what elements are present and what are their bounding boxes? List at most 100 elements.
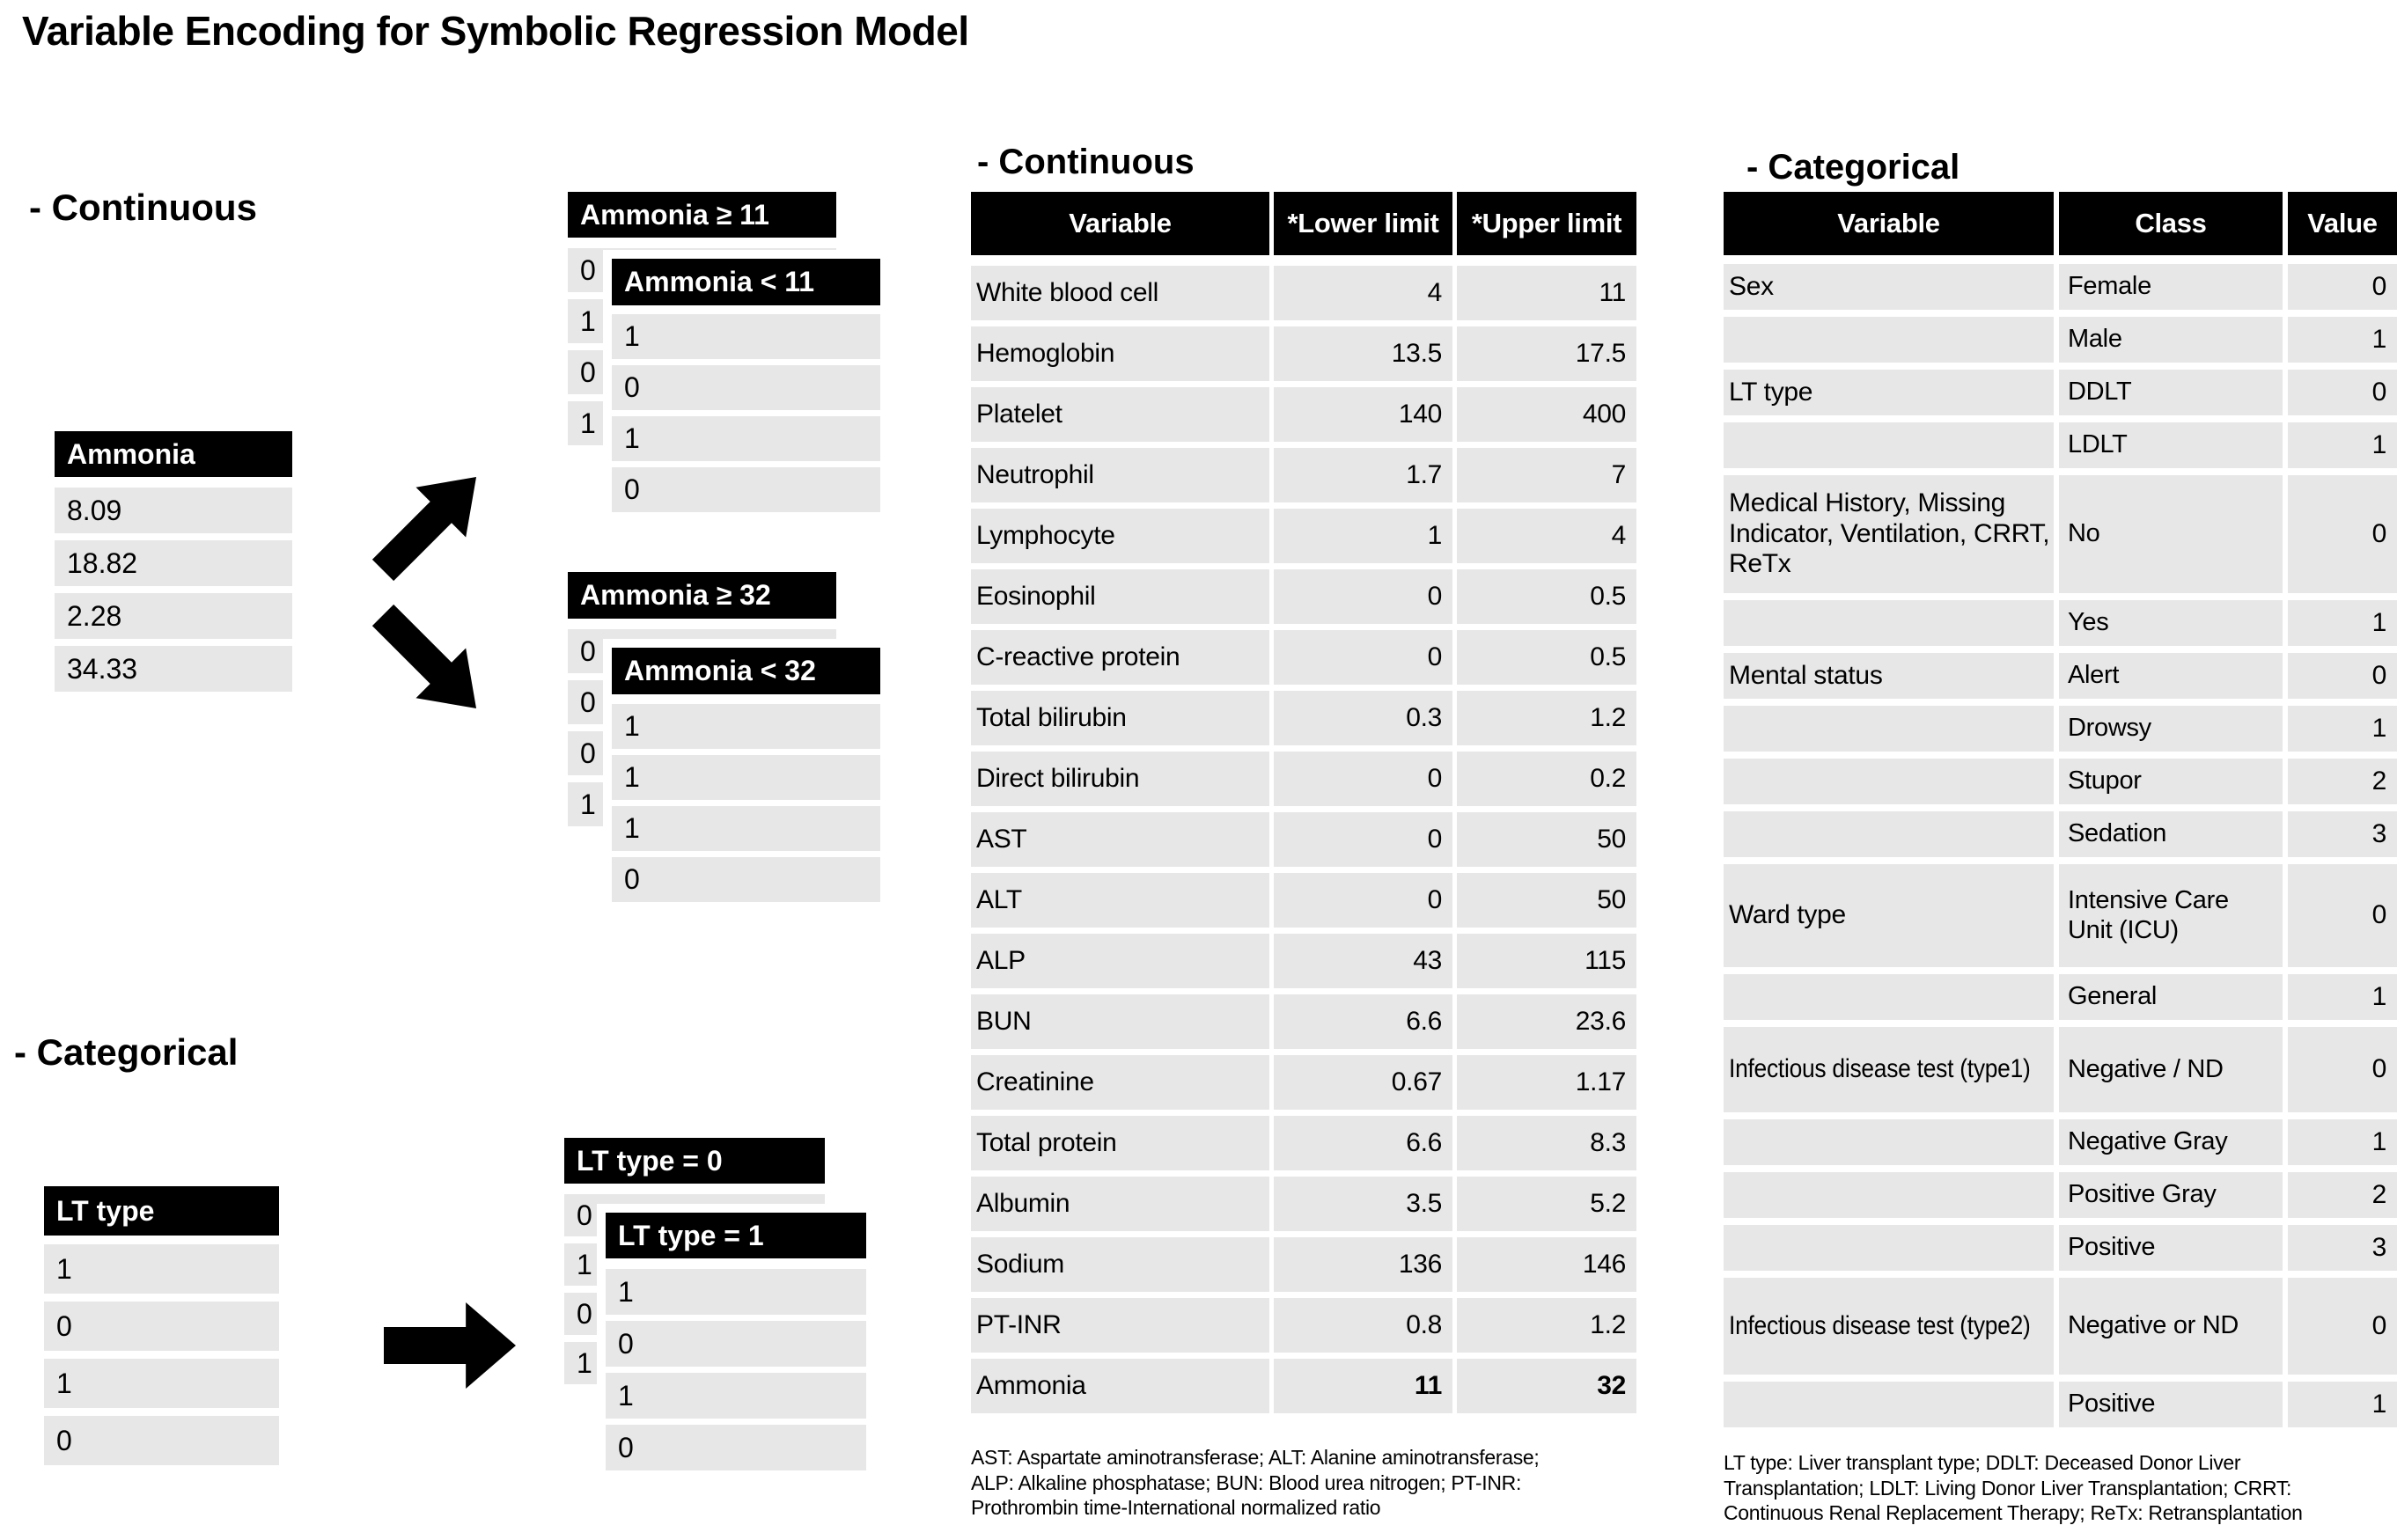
cell: 0 bbox=[1274, 873, 1452, 928]
cell: 0 bbox=[1274, 812, 1452, 867]
cell: Negative / ND bbox=[2059, 1027, 2283, 1112]
cell: Infectious disease test (type1) bbox=[1724, 1027, 2054, 1112]
value-cell: 34.33 bbox=[55, 646, 292, 692]
cell bbox=[1724, 1382, 2054, 1427]
table-row: Total protein 6.6 8.3 bbox=[971, 1116, 1637, 1170]
categorical-encoding-table: Variable Class Value Sex Female 0 Male 1 LT t… bbox=[1724, 192, 2397, 1427]
value-cell: 0 bbox=[44, 1302, 279, 1351]
cell: 146 bbox=[1457, 1237, 1636, 1292]
cell: 0.67 bbox=[1274, 1055, 1452, 1110]
encoded-table-ammonia-lt-32: Ammonia < 32 1 1 1 0 bbox=[612, 648, 880, 902]
table-row: Eosinophil 0 0.5 bbox=[971, 569, 1637, 624]
cell: 1 bbox=[2288, 1119, 2397, 1165]
table-header: LT type = 1 bbox=[606, 1213, 866, 1258]
value-cell: 18.82 bbox=[55, 540, 292, 586]
table-row: BUN 6.6 23.6 bbox=[971, 994, 1637, 1049]
cell: 0 bbox=[1274, 569, 1452, 624]
value-cell: 1 bbox=[612, 416, 880, 461]
cell: 0.3 bbox=[1274, 691, 1452, 745]
encoded-table-ammonia-lt-11: Ammonia < 11 1 0 1 0 bbox=[612, 259, 880, 512]
cell bbox=[1724, 1225, 2054, 1271]
cell: Alert bbox=[2059, 653, 2283, 699]
cell-text: Infectious disease test (type1) bbox=[1729, 1054, 2031, 1084]
cell: Negative or ND bbox=[2059, 1278, 2283, 1375]
cell: Lymphocyte bbox=[971, 509, 1269, 563]
section-heading-categorical-left: - Categorical bbox=[14, 1031, 239, 1073]
column-header-class: Class bbox=[2059, 192, 2283, 255]
value-cell: 1 bbox=[612, 314, 880, 359]
cell: Total bilirubin bbox=[971, 691, 1269, 745]
cell: ALT bbox=[971, 873, 1269, 928]
table-row: White blood cell 4 11 bbox=[971, 266, 1637, 320]
cell: 1.2 bbox=[1457, 691, 1636, 745]
value-cell: 0 bbox=[44, 1416, 279, 1465]
section-heading-categorical-table: - Categorical bbox=[1746, 148, 1960, 187]
table-header: LT type bbox=[44, 1186, 279, 1236]
table-body: White blood cell 4 11 Hemoglobin 13.5 17.5 Pla… bbox=[971, 266, 1637, 1413]
table-row: Total bilirubin 0.3 1.2 bbox=[971, 691, 1637, 745]
cell: 0 bbox=[2288, 264, 2397, 310]
encoded-group-ammonia-11: Ammonia ≥ 11 0 1 0 1 Ammonia < 11 1 0 1 0 bbox=[568, 192, 880, 512]
cell: 1 bbox=[2288, 706, 2397, 752]
table-row: Neutrophil 1.7 7 bbox=[971, 448, 1637, 502]
cell: 7 bbox=[1457, 448, 1636, 502]
cell: 11 bbox=[1274, 1359, 1452, 1413]
encoded-group-lt-type: LT type = 0 0 1 0 1 LT type = 1 1 0 1 0 bbox=[564, 1138, 866, 1470]
table-row: Creatinine 0.67 1.17 bbox=[971, 1055, 1637, 1110]
source-table-ammonia: Ammonia 8.09 18.82 2.28 34.33 bbox=[55, 431, 292, 692]
cell: 140 bbox=[1274, 387, 1452, 442]
cell: 6.6 bbox=[1274, 994, 1452, 1049]
table-header: Ammonia < 32 bbox=[612, 648, 880, 694]
cell: 0 bbox=[1274, 630, 1452, 685]
cell: Intensive Care Unit (ICU) bbox=[2059, 864, 2283, 967]
cell: Direct bilirubin bbox=[971, 752, 1269, 806]
table-row: Negative Gray 1 bbox=[1724, 1119, 2397, 1165]
encoded-table-lt-type-1: LT type = 1 1 0 1 0 bbox=[606, 1213, 866, 1470]
table-row: ALT 0 50 bbox=[971, 873, 1637, 928]
cell: 1.7 bbox=[1274, 448, 1452, 502]
cell: Male bbox=[2059, 317, 2283, 363]
footnote-line: AST: Aspartate aminotransferase; ALT: Al… bbox=[971, 1446, 1540, 1469]
cell: 1 bbox=[2288, 974, 2397, 1020]
table-header: Ammonia bbox=[55, 431, 292, 477]
value-cell: 0 bbox=[612, 857, 880, 902]
cell: Positive Gray bbox=[2059, 1172, 2283, 1218]
footnote-line: LT type: Liver transplant type; DDLT: De… bbox=[1724, 1451, 2241, 1474]
cell: 1 bbox=[2288, 422, 2397, 468]
table-row: Ammonia 11 32 bbox=[971, 1359, 1637, 1413]
cell: BUN bbox=[971, 994, 1269, 1049]
cell: 0 bbox=[2288, 1278, 2397, 1375]
value-cell: 1 bbox=[612, 704, 880, 749]
value-cell: 8.09 bbox=[55, 488, 292, 533]
table-row: Ward type Intensive Care Unit (ICU) 0 bbox=[1724, 864, 2397, 967]
page-title: Variable Encoding for Symbolic Regressio… bbox=[22, 8, 969, 54]
column-header-variable: Variable bbox=[971, 192, 1269, 255]
cell: 32 bbox=[1457, 1359, 1636, 1413]
cell: 1 bbox=[2288, 1382, 2397, 1427]
cell: 1 bbox=[1274, 509, 1452, 563]
value-cell: 1 bbox=[606, 1373, 866, 1419]
block-arrow-icon bbox=[384, 1302, 516, 1389]
cell: C-reactive protein bbox=[971, 630, 1269, 685]
table-row: ALP 43 115 bbox=[971, 934, 1637, 988]
cell: Eosinophil bbox=[971, 569, 1269, 624]
footnote-line: ALP: Alkaline phosphatase; BUN: Blood ur… bbox=[971, 1470, 1522, 1494]
block-arrow-icon bbox=[371, 604, 477, 709]
footnote-line: Prothrombin time-International normalize… bbox=[971, 1496, 1381, 1520]
table-header: Ammonia < 11 bbox=[612, 259, 880, 305]
cell: 0 bbox=[2288, 864, 2397, 967]
cell: 0.2 bbox=[1457, 752, 1636, 806]
cell bbox=[1724, 706, 2054, 752]
column-header-value: Value bbox=[2288, 192, 2397, 255]
cell: 23.6 bbox=[1457, 994, 1636, 1049]
cell-text: Infectious disease test (type2) bbox=[1729, 1310, 2031, 1340]
value-cell: 0 bbox=[612, 467, 880, 512]
cell: General bbox=[2059, 974, 2283, 1020]
cell: 4 bbox=[1274, 266, 1452, 320]
cell: 1 bbox=[2288, 317, 2397, 363]
cell: 13.5 bbox=[1274, 326, 1452, 381]
cell: ALP bbox=[971, 934, 1269, 988]
table-row: Male 1 bbox=[1724, 317, 2397, 363]
value-cell: 1 bbox=[612, 806, 880, 851]
table-row: Sodium 136 146 bbox=[971, 1237, 1637, 1292]
